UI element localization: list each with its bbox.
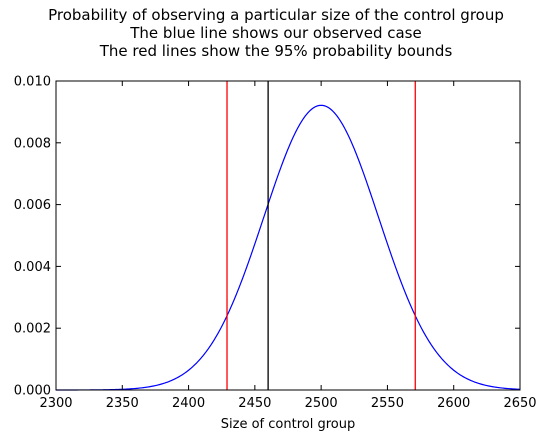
title-line-3: The red lines show the 95% probability b… [99, 42, 453, 60]
x-tick-label-3: 2450 [238, 396, 271, 411]
x-tick-label-0: 2300 [39, 396, 72, 411]
y-tick-label-0: 0.000 [14, 384, 51, 399]
series-line-0 [56, 104, 521, 391]
x-tick-label-7: 2650 [503, 396, 536, 411]
y-tick-label-3: 0.006 [14, 198, 51, 213]
y-tick-label-1: 0.002 [14, 322, 51, 337]
x-tick-label-1: 2350 [106, 396, 139, 411]
title-line-2: The blue line shows our observed case [130, 24, 422, 42]
title-line-1: Probability of observing a particular si… [48, 6, 504, 24]
x-tick-label-6: 2600 [437, 396, 470, 411]
y-tick-label-5: 0.010 [14, 75, 51, 90]
y-tick-label-4: 0.008 [14, 136, 51, 151]
x-tick-label-4: 2500 [305, 396, 338, 411]
chart-title: Probability of observing a particular si… [0, 6, 552, 60]
x-tick-label-5: 2550 [371, 396, 404, 411]
x-tick-label-2: 2400 [172, 396, 205, 411]
axes-frame [55, 80, 521, 391]
x-axis-label: Size of control group [221, 417, 355, 432]
y-tick-label-2: 0.004 [14, 260, 51, 275]
